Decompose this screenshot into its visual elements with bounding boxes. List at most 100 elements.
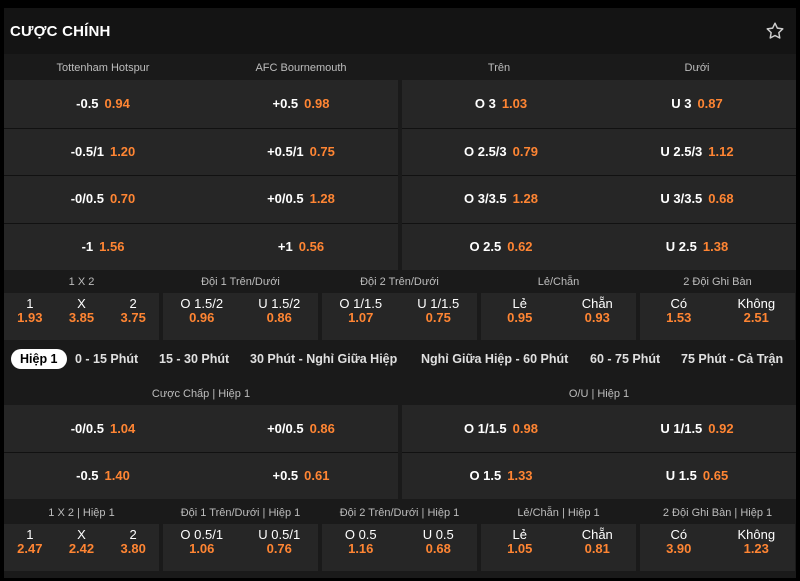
half-handicap-home-odd[interactable]: -0/0.5 1.04	[4, 405, 202, 452]
odds-value: 0.93	[584, 310, 610, 325]
market-selection[interactable]: Không 1.23	[718, 528, 796, 556]
market-selection[interactable]: O 0.5 1.16	[322, 528, 400, 556]
tab-75-ft[interactable]: 75 Phút - Cả Trận	[681, 352, 784, 366]
selection-label: Lẻ	[512, 296, 527, 311]
market-tile: O 1.5/2 0.96 U 1.5/2 0.86	[163, 293, 318, 340]
odds-value: 0.76	[266, 541, 292, 556]
tab-60-75[interactable]: 60 - 75 Phút	[590, 352, 661, 366]
odds-value: 1.93	[17, 310, 43, 325]
tab-0-15[interactable]: 0 - 15 Phút	[75, 352, 139, 366]
odds-value: 1.06	[189, 541, 215, 556]
row-divider	[402, 452, 796, 453]
star-icon[interactable]	[764, 20, 786, 42]
odds-value: 0.68	[425, 541, 451, 556]
line-label: O 1/1.5	[464, 421, 507, 436]
market-selection[interactable]: U 0.5/1 0.76	[241, 528, 319, 556]
market-selection[interactable]: U 1.5/2 0.86	[241, 297, 319, 325]
market-selection[interactable]: Chẵn 0.81	[559, 528, 637, 556]
half-handicap-home-odd[interactable]: -0.5 1.40	[4, 452, 202, 499]
market-selection[interactable]: 1 2.47	[4, 528, 56, 556]
over-odd[interactable]: O 3/3.5 1.28	[402, 175, 600, 222]
handicap-home-odd[interactable]: -1 1.56	[4, 223, 202, 270]
market-selection[interactable]: Lẻ 1.05	[481, 528, 559, 556]
tab-30-ht[interactable]: 30 Phút - Nghỉ Giữa Hiệp	[250, 352, 398, 366]
market-tile: Có 1.53 Không 2.51	[640, 293, 795, 340]
over-odd[interactable]: O 3 1.03	[402, 80, 600, 127]
half-over-odd[interactable]: O 1.5 1.33	[402, 452, 600, 499]
market-selection[interactable]: O 0.5/1 1.06	[163, 528, 241, 556]
market-tile: Lẻ 1.05 Chẵn 0.81	[481, 524, 636, 571]
over-odd[interactable]: O 2.5 0.62	[402, 223, 600, 270]
market-head: 2 Đội Ghi Bàn | Hiệp 1	[662, 507, 773, 519]
selection-label: 1	[26, 527, 34, 542]
handicap-away-odd[interactable]: +1 0.56	[202, 223, 400, 270]
row-divider	[4, 452, 398, 453]
odds-value: 3.80	[120, 541, 146, 556]
tab-ht-60[interactable]: Nghỉ Giữa Hiệp - 60 Phút	[421, 352, 569, 366]
handicap-away-odd[interactable]: +0/0.5 1.28	[202, 175, 400, 222]
half-handicap-away-odd[interactable]: +0.5 0.61	[202, 452, 400, 499]
half-under-odd[interactable]: U 1.5 0.65	[598, 452, 796, 499]
market-selection[interactable]: U 0.5 0.68	[400, 528, 478, 556]
odds-value: 0.94	[104, 96, 130, 111]
market-selection[interactable]: X 2.42	[56, 528, 108, 556]
over-odd[interactable]: O 2.5/3 0.79	[402, 128, 600, 175]
line-label: O 2.5/3	[464, 143, 507, 159]
handicap-home-odd[interactable]: -0.5 0.94	[4, 80, 202, 127]
tab-hiep-1[interactable]: Hiệp 1	[11, 349, 67, 369]
half-handicap-away-odd[interactable]: +0/0.5 0.86	[202, 405, 400, 452]
market-selection[interactable]: O 1/1.5 1.07	[322, 297, 400, 325]
line-label: -1	[81, 238, 94, 254]
tab-15-30[interactable]: 15 - 30 Phút	[159, 352, 230, 366]
market-selection[interactable]: Chẵn 0.93	[559, 297, 637, 325]
odds-value: 0.86	[266, 310, 292, 325]
market-selection[interactable]: Có 1.53	[640, 297, 718, 325]
half-over-odd[interactable]: O 1/1.5 0.98	[402, 405, 600, 452]
market-tile: Lẻ 0.95 Chẵn 0.93	[481, 293, 636, 340]
selection-label: O 1.5/2	[180, 296, 224, 311]
under-odd[interactable]: U 3 0.87	[598, 80, 796, 127]
row-divider	[4, 175, 398, 176]
row-divider	[4, 222, 398, 224]
under-odd[interactable]: U 2.5 1.38	[598, 223, 796, 270]
under-odd[interactable]: U 3/3.5 0.68	[598, 175, 796, 222]
market-selection[interactable]: 1 1.93	[4, 297, 56, 325]
line-label: +1	[277, 238, 293, 254]
market-selection[interactable]: X 3.85	[56, 297, 108, 325]
period-tabs: Hiệp 1 0 - 15 Phút 15 - 30 Phút 30 Phút …	[4, 345, 796, 377]
handicap-away-odd[interactable]: +0.5 0.98	[202, 80, 400, 127]
market-selection[interactable]: O 1.5/2 0.96	[163, 297, 241, 325]
market-selection[interactable]: U 1/1.5 0.75	[400, 297, 478, 325]
handicap-home-odd[interactable]: -0/0.5 0.70	[4, 175, 202, 222]
odds-value: 1.28	[309, 191, 335, 206]
market-selection[interactable]: Không 2.51	[718, 297, 796, 325]
market-tile: O 0.5 1.16 U 0.5 0.68	[322, 524, 477, 571]
selection-label: U 0.5/1	[258, 527, 301, 542]
section-title: CƯỢC CHÍNH	[10, 23, 111, 40]
odds-value: 3.85	[68, 310, 95, 325]
market-head: Lẻ/Chẵn | Hiệp 1	[517, 507, 600, 519]
odds-value: 3.90	[666, 541, 692, 556]
odds-value: 0.61	[304, 468, 330, 483]
half-ou-head: O/U | Hiệp 1	[568, 388, 630, 400]
under-odd[interactable]: U 2.5/3 1.12	[598, 128, 796, 175]
market-selection[interactable]: 2 3.75	[107, 297, 159, 325]
odds-value: 2.47	[17, 541, 43, 556]
market-selection[interactable]: Có 3.90	[640, 528, 718, 556]
odds-value: 1.38	[702, 238, 729, 254]
selection-label: U 0.5	[422, 527, 454, 542]
odds-value: 1.16	[348, 541, 374, 556]
line-label: O 2.5	[469, 238, 502, 254]
market-selection[interactable]: Lẻ 0.95	[481, 297, 559, 325]
selection-label: 2	[129, 527, 137, 542]
selection-label: U 1/1.5	[417, 296, 460, 311]
market-tile: 1 2.47 X 2.42 2 3.80	[4, 524, 159, 571]
selection-label: 2	[129, 296, 137, 311]
odds-value: 3.75	[120, 310, 146, 325]
handicap-away-odd[interactable]: +0.5/1 0.75	[202, 128, 400, 175]
half-under-odd[interactable]: U 1/1.5 0.92	[598, 405, 796, 452]
odds-value: 1.53	[666, 310, 692, 325]
market-selection[interactable]: 2 3.80	[107, 528, 159, 556]
handicap-home-odd[interactable]: -0.5/1 1.20	[4, 128, 202, 175]
selection-label: Không	[737, 527, 776, 542]
